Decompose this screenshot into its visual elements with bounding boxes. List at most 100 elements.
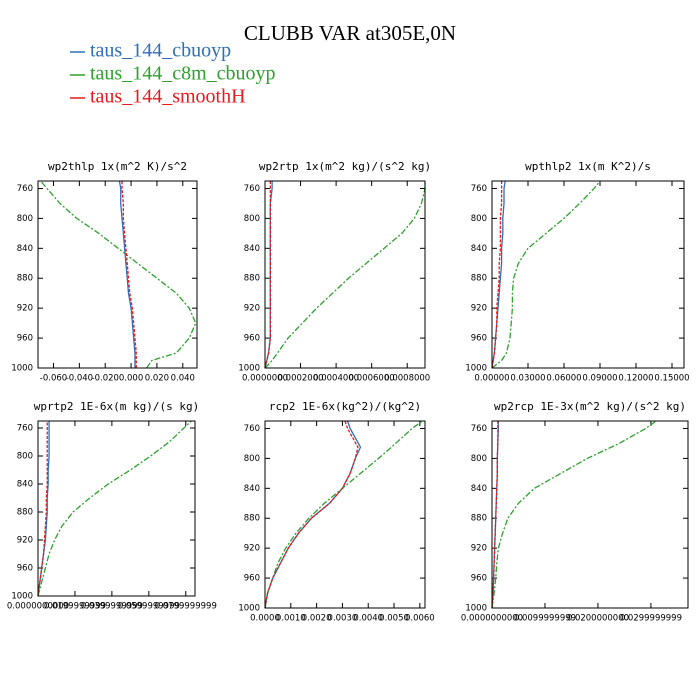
series-line <box>264 181 273 369</box>
plot-frame <box>491 420 689 609</box>
y-tick-label: 800 <box>471 454 487 464</box>
x-tick-label: 0.0006000 <box>349 374 395 384</box>
y-tick-label: 920 <box>17 304 33 314</box>
x-tick-label: 0.12000 <box>618 374 653 384</box>
x-tick-label: 0.0030 <box>328 614 358 624</box>
x-tick-label: -0.020 <box>92 374 119 384</box>
figure-title: CLUBB VAR at305E,0N <box>244 21 456 45</box>
y-tick-label: 920 <box>17 536 33 546</box>
y-tick-label: 880 <box>244 274 260 284</box>
x-tick-label: 0.15000 <box>654 374 689 384</box>
y-tick-label: 1000 <box>238 364 260 374</box>
y-tick-label: 760 <box>17 424 33 434</box>
series-line <box>491 420 657 609</box>
y-tick-label: 800 <box>471 214 487 224</box>
panel-title: wpthlp2 1x(m K^2)/s <box>525 160 651 173</box>
y-tick-label: 760 <box>17 184 33 194</box>
x-tick-label: 0.0040 <box>353 614 383 624</box>
x-tick-label: 0.0000000000 <box>7 602 69 612</box>
y-tick-label: 920 <box>471 544 487 554</box>
series-line <box>264 420 359 609</box>
y-tick-label: 840 <box>471 244 487 254</box>
y-tick-label: 1000 <box>465 604 487 614</box>
y-tick-label: 800 <box>17 452 33 462</box>
x-tick-label: 0.00000 <box>474 374 509 384</box>
y-tick-label: 840 <box>17 244 33 254</box>
y-tick-label: 880 <box>244 514 260 524</box>
series-line <box>37 421 48 597</box>
series-line <box>264 420 362 609</box>
y-tick-label: 960 <box>244 574 260 584</box>
x-tick-label: 0.0200000000 <box>567 614 629 624</box>
y-tick-label: 960 <box>17 334 33 344</box>
x-tick-label: 0.03000 <box>510 374 545 384</box>
y-tick-label: 760 <box>244 424 260 434</box>
series-line <box>491 421 499 609</box>
panel-title: wprtp2 1E-6x(m kg)/(s kg) <box>34 400 200 413</box>
series-line <box>37 420 192 597</box>
y-tick-label: 840 <box>244 484 260 494</box>
x-tick-label: 0.0199999999 <box>44 602 106 612</box>
y-tick-label: 880 <box>471 514 487 524</box>
x-tick-label: 0.0099999999 <box>514 614 576 624</box>
series-line <box>491 180 506 369</box>
y-tick-label: 760 <box>471 184 487 194</box>
series-line <box>40 180 197 369</box>
y-tick-label: 880 <box>471 274 487 284</box>
y-tick-label: 1000 <box>11 364 33 374</box>
x-tick-label: 0.0799999999 <box>155 602 217 612</box>
x-tick-label: 0.0002000 <box>278 374 324 384</box>
legend-label: taus_144_smoothH <box>90 86 246 108</box>
y-tick-label: 1000 <box>238 604 260 614</box>
y-tick-label: 960 <box>244 334 260 344</box>
x-tick-label: 0.0060 <box>405 614 435 624</box>
y-tick-label: 760 <box>244 184 260 194</box>
x-tick-label: 0.0299999999 <box>620 614 682 624</box>
x-tick-label: 0.0599999999 <box>118 602 180 612</box>
panel-title: wp2thlp 1x(m^2 K)/s^2 <box>48 160 187 173</box>
series-line <box>118 180 136 368</box>
y-tick-label: 920 <box>471 304 487 314</box>
y-tick-label: 1000 <box>11 592 33 602</box>
y-tick-label: 800 <box>17 214 33 224</box>
y-tick-label: 760 <box>471 424 487 434</box>
y-tick-label: 800 <box>244 454 260 464</box>
y-tick-label: 840 <box>17 480 33 490</box>
y-tick-label: 1000 <box>465 364 487 374</box>
x-tick-label: 0.0000 <box>250 614 280 624</box>
y-tick-label: 920 <box>244 544 260 554</box>
x-tick-label: 0.0000000 <box>242 374 288 384</box>
panel-title: rcp2 1E-6x(kg^2)/(kg^2) <box>269 400 421 413</box>
x-tick-label: 0.0399999999 <box>81 602 143 612</box>
x-tick-label: 0.020 <box>145 374 169 384</box>
x-tick-label: 0.0004000 <box>313 374 359 384</box>
plot-frame <box>37 420 196 597</box>
x-tick-label: 0.0000000000 <box>461 614 523 624</box>
series-line <box>264 420 423 609</box>
x-tick-label: 0.0008000 <box>384 374 430 384</box>
x-tick-label: 0.0010 <box>276 614 306 624</box>
x-tick-label: 0.0050 <box>379 614 409 624</box>
x-tick-label: 0.09000 <box>582 374 617 384</box>
y-tick-label: 920 <box>244 304 260 314</box>
legend-label: taus_144_c8m_cbuoyp <box>90 63 276 85</box>
series-line <box>491 181 503 369</box>
y-tick-label: 840 <box>471 484 487 494</box>
plot-frame <box>264 180 426 369</box>
panel-title: wp2rtp 1x(m^2 kg)/(s^2 kg) <box>259 160 431 173</box>
x-tick-label: -0.040 <box>66 374 93 384</box>
y-tick-label: 840 <box>244 244 260 254</box>
plot-frame <box>491 180 685 369</box>
x-tick-label: 0.000 <box>119 374 143 384</box>
y-tick-label: 960 <box>471 334 487 344</box>
y-tick-label: 800 <box>244 214 260 224</box>
legend-label: taus_144_cbuoyp <box>90 40 231 62</box>
y-tick-label: 960 <box>471 574 487 584</box>
plot-frame <box>264 420 426 609</box>
series-line <box>491 180 601 369</box>
plot-frame <box>37 180 198 369</box>
x-tick-label: 0.0020 <box>302 614 332 624</box>
x-tick-label: 0.040 <box>171 374 195 384</box>
y-tick-label: 960 <box>17 564 33 574</box>
